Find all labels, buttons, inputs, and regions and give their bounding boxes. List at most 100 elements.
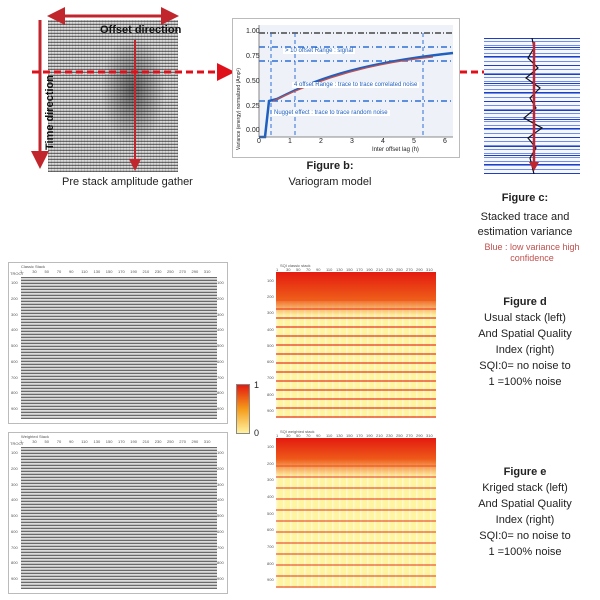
- variogram-x-tick: 4: [381, 138, 385, 145]
- panel-title: SQI classic stack: [280, 263, 311, 268]
- panel-y-tick: 400: [217, 327, 224, 333]
- panel-y-tick: 600: [11, 528, 18, 534]
- panel-y-tick: 100: [217, 450, 224, 455]
- panel-y-tick: 500: [217, 343, 224, 349]
- panel-x-tick: 70: [306, 267, 311, 272]
- panel-x-tick: 190: [130, 439, 137, 444]
- time-direction-label: Time direction: [44, 75, 56, 150]
- figure-d-line: 1 =100% noise: [488, 376, 562, 388]
- panel-x-tick: 130: [93, 269, 101, 274]
- panel-y-tick: 700: [11, 374, 18, 380]
- figure-d-line: Usual stack (left): [484, 312, 566, 324]
- panel-y-tick: 300: [11, 311, 18, 317]
- panel-y-tick: 800: [217, 390, 224, 396]
- panel-corner-label: TROOT: [10, 271, 24, 276]
- panel-y-tick: 300: [267, 477, 274, 483]
- figure-b-caption: Variogram model: [288, 176, 372, 188]
- panel-y-tick: 200: [217, 295, 224, 301]
- stacked-trace-image: [484, 37, 580, 175]
- annotation-signal: > 10 offset Range : signal: [283, 48, 356, 54]
- figure-e-label: Figure e: [503, 466, 547, 478]
- panel-x-tick: 210: [142, 269, 150, 274]
- panel-y-tick: 100: [217, 280, 224, 285]
- panel-y-tick: 700: [217, 544, 224, 550]
- panel-y-tick: 700: [11, 544, 18, 550]
- figure-c-note: Blue : low variance high confidence: [484, 242, 580, 263]
- panel-y-tick: 600: [11, 358, 18, 364]
- panel-x-tick: 310: [203, 269, 211, 274]
- figure-e-line: Kriged stack (left): [482, 482, 568, 494]
- panel-y-tick: 800: [267, 391, 274, 397]
- panel-x-tick: 30: [286, 433, 291, 438]
- panel-y-tick: 500: [11, 343, 18, 349]
- panel-x-tick: 1: [276, 267, 279, 272]
- gather-caption: Pre stack amplitude gather: [62, 176, 193, 188]
- panel-x-tick: 290: [191, 439, 199, 444]
- panel-x-tick: 110: [81, 439, 88, 444]
- variogram-x-tick: 6: [443, 138, 447, 145]
- panel-x-tick: 190: [130, 269, 137, 274]
- classic-stack-panel: Classic Stack TROOT: [8, 262, 228, 424]
- panel-y-tick: 200: [11, 465, 18, 471]
- panel-y-tick: 600: [217, 528, 224, 534]
- sqi-classic-panel: SQI classic stack: [266, 262, 446, 422]
- figure-e-line: 1 =100% noise: [488, 546, 562, 558]
- figure-c-line1: Stacked trace and: [480, 211, 570, 223]
- panel-y-tick: 300: [11, 481, 18, 487]
- panel-x-tick: 90: [69, 439, 74, 444]
- panel-x-tick: 310: [426, 433, 433, 438]
- panel-x-tick: 270: [406, 267, 413, 272]
- figure-e-line: SQI:0= no noise to: [479, 530, 571, 542]
- panel-x-tick: 90: [316, 267, 321, 272]
- panel-y-tick: 800: [11, 390, 18, 396]
- panel-x-tick: 150: [346, 433, 353, 438]
- panel-y-tick: 100: [267, 278, 274, 283]
- panel-y-tick: 500: [267, 342, 274, 348]
- panel-y-tick: 600: [267, 527, 274, 533]
- figure-e-line: Index (right): [495, 514, 555, 526]
- panel-x-tick: 130: [93, 439, 101, 444]
- sqi-classic-image: [276, 272, 436, 418]
- panel-x-tick: 290: [416, 267, 423, 272]
- prestack-gather-image: [48, 20, 178, 172]
- panel-y-tick: 300: [217, 311, 224, 317]
- panel-y-tick: 400: [267, 494, 274, 499]
- figure-d-line: SQI:0= no noise to: [479, 360, 571, 372]
- panel-y-tick: 300: [217, 481, 224, 487]
- panel-x-tick: 70: [56, 269, 62, 274]
- variogram-y-tick: 0.00: [246, 127, 260, 134]
- sqi-weighted-image: [276, 438, 436, 588]
- variogram-x-tick: 0: [257, 138, 261, 145]
- panel-y-tick: 900: [217, 576, 224, 582]
- panel-x-tick: 150: [346, 267, 353, 272]
- panel-x-tick: 310: [426, 267, 433, 272]
- panel-y-tick: 500: [11, 513, 18, 519]
- panel-x-tick: 1: [20, 439, 23, 444]
- panel-y-tick: 600: [217, 358, 224, 364]
- panel-x-tick: 50: [296, 433, 301, 438]
- panel-y-tick: 100: [267, 444, 274, 449]
- variogram-x-axis-label: Inter offset lag (h): [372, 147, 419, 153]
- panel-x-tick: 130: [336, 267, 343, 272]
- panel-y-tick: 100: [11, 450, 18, 455]
- panel-x-tick: 270: [406, 433, 413, 438]
- classic-stack-image: [21, 277, 217, 419]
- panel-y-tick: 400: [267, 326, 274, 332]
- panel-y-tick: 700: [217, 374, 224, 380]
- variogram-x-tick: 5: [412, 138, 416, 145]
- variogram-y-tick: 0.75: [246, 53, 260, 60]
- panel-y-tick: 900: [11, 576, 18, 582]
- figure-d-label: Figure d: [503, 296, 547, 308]
- panel-x-tick: 70: [306, 433, 311, 438]
- panel-y-tick: 500: [267, 510, 274, 516]
- panel-y-tick: 800: [217, 560, 224, 566]
- variogram-x-tick: 2: [319, 138, 323, 145]
- panel-x-tick: 150: [105, 269, 113, 274]
- panel-y-tick: 900: [267, 577, 274, 583]
- panel-x-tick: 290: [416, 433, 423, 438]
- panel-x-tick: 230: [386, 267, 393, 272]
- panel-y-tick: 300: [267, 310, 274, 316]
- panel-x-tick: 250: [167, 439, 174, 444]
- variogram-y-tick: 0.25: [246, 103, 260, 110]
- panel-x-tick: 30: [32, 269, 37, 274]
